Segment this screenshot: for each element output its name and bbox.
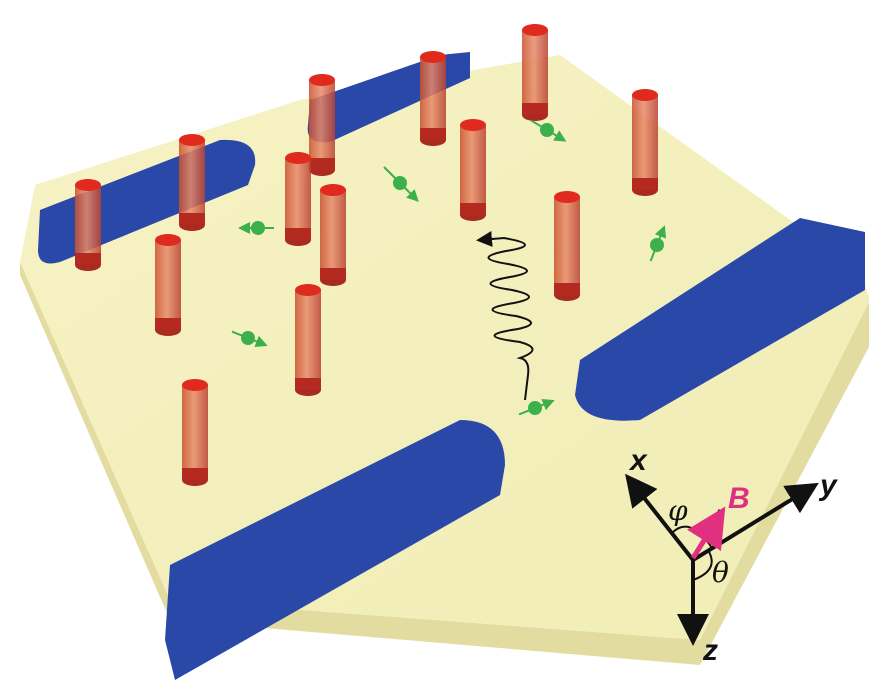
pillar [522, 24, 548, 121]
pillar-foot [320, 268, 346, 280]
phi-label: φ [668, 494, 688, 527]
pillar [554, 191, 580, 301]
pillar [75, 179, 101, 271]
pillar [155, 234, 181, 336]
pillar-foot [420, 128, 446, 140]
spin-dot [528, 401, 542, 415]
pillar-foot [155, 318, 181, 330]
pillar-foot [295, 378, 321, 390]
page: x y z φ θ B (() => { const data = JSON.p… [0, 0, 869, 687]
pillar-body [522, 30, 548, 115]
pillar-foot [179, 213, 205, 225]
pillar-foot [632, 178, 658, 190]
spin-dot [251, 221, 265, 235]
spin-dot [540, 123, 554, 137]
pillar [309, 74, 335, 176]
pillar-top [554, 191, 580, 203]
pillar-top [285, 152, 311, 164]
pillar-foot [554, 283, 580, 295]
pillar [460, 119, 486, 221]
illustration: x y z φ θ B [0, 0, 869, 687]
pillar-top [309, 74, 335, 86]
pillar-body [554, 197, 580, 295]
pillar-foot [522, 103, 548, 115]
pillar [632, 89, 658, 196]
pillar-top [522, 24, 548, 36]
pillar-top [632, 89, 658, 101]
spin-dot [393, 176, 407, 190]
pillar-top [182, 379, 208, 391]
pillar-foot [75, 253, 101, 265]
pillar-body [309, 80, 335, 170]
pillar-body [320, 190, 346, 280]
pillar-body [182, 385, 208, 480]
pillar-top [460, 119, 486, 131]
pillar-foot [182, 468, 208, 480]
theta-label: θ [712, 556, 729, 589]
pillar [420, 51, 446, 146]
pillar-body [155, 240, 181, 330]
pillar [182, 379, 208, 486]
pillar-top [155, 234, 181, 246]
pillar [285, 152, 311, 246]
x-label: x [628, 444, 648, 477]
pillar-top [420, 51, 446, 63]
y-label: y [818, 469, 838, 502]
field-label: B [728, 482, 750, 515]
pillar [320, 184, 346, 286]
z-label: z [702, 634, 718, 667]
pillar-foot [460, 203, 486, 215]
pillar [179, 134, 205, 231]
pillar-body [295, 290, 321, 390]
pillar-body [179, 140, 205, 225]
pillar-top [295, 284, 321, 296]
pillar-top [320, 184, 346, 196]
pillar-body [420, 57, 446, 140]
spin-dot [650, 238, 664, 252]
pillar-body [632, 95, 658, 190]
pillar [295, 284, 321, 396]
device [20, 24, 869, 680]
spin-dot [241, 331, 255, 345]
pillar-foot [285, 228, 311, 240]
pillar-body [460, 125, 486, 215]
pillar-top [179, 134, 205, 146]
pillar-foot [309, 158, 335, 170]
pillar-body [285, 158, 311, 240]
pillar-top [75, 179, 101, 191]
